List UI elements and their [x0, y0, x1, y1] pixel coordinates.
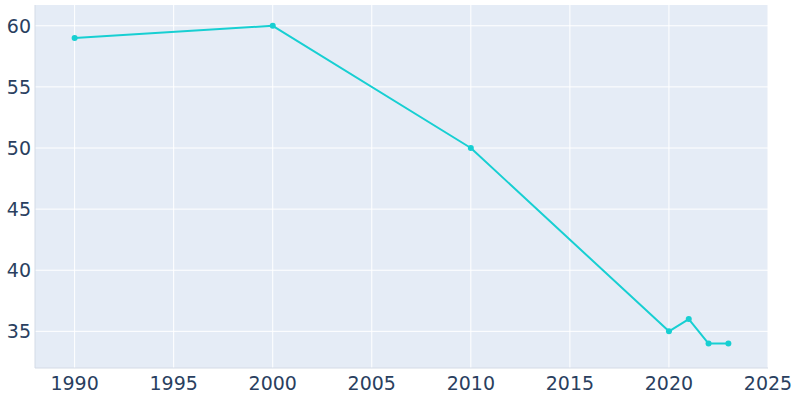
x-grid-line [272, 5, 273, 368]
x-tick-label: 1990 [50, 372, 98, 394]
y-grid-line [35, 25, 768, 26]
x-tick-label: 1995 [149, 372, 197, 394]
x-grid-line [569, 5, 570, 368]
x-grid-line [371, 5, 372, 368]
data-point [72, 35, 78, 41]
data-point [725, 341, 731, 347]
y-tick-label: 50 [7, 137, 31, 159]
y-grid-line [35, 209, 768, 210]
y-grid-line [35, 331, 768, 332]
data-point [666, 328, 672, 334]
data-point [686, 316, 692, 322]
data-point [270, 23, 276, 29]
x-grid-line [768, 5, 769, 368]
x-grid-line [74, 5, 75, 368]
x-tick-label: 2020 [645, 372, 693, 394]
x-grid-line [668, 5, 669, 368]
y-tick-label: 45 [7, 198, 31, 220]
y-tick-label: 35 [7, 320, 31, 342]
data-point [706, 341, 712, 347]
x-axis-line [35, 368, 768, 369]
chart: 1990 1995 2000 2005 2010 2015 2020 2025 35 40 45 50… [0, 0, 800, 400]
data-point [468, 145, 474, 151]
y-axis-line [35, 5, 36, 368]
y-tick-label: 55 [7, 76, 31, 98]
y-grid-line [35, 270, 768, 271]
y-tick-label: 60 [7, 15, 31, 37]
plot-background [35, 5, 768, 368]
y-grid-line [35, 148, 768, 149]
x-tick-label: 2010 [447, 372, 495, 394]
plot-area [72, 23, 732, 347]
x-tick-label: 2015 [546, 372, 594, 394]
x-tick-label: 2000 [249, 372, 297, 394]
x-grid-line [470, 5, 471, 368]
data-line [75, 26, 729, 344]
x-grid-line [173, 5, 174, 368]
y-grid-line [35, 86, 768, 87]
x-tick-label: 2005 [348, 372, 396, 394]
x-tick-label: 2025 [744, 372, 792, 394]
y-tick-label: 40 [7, 259, 31, 281]
